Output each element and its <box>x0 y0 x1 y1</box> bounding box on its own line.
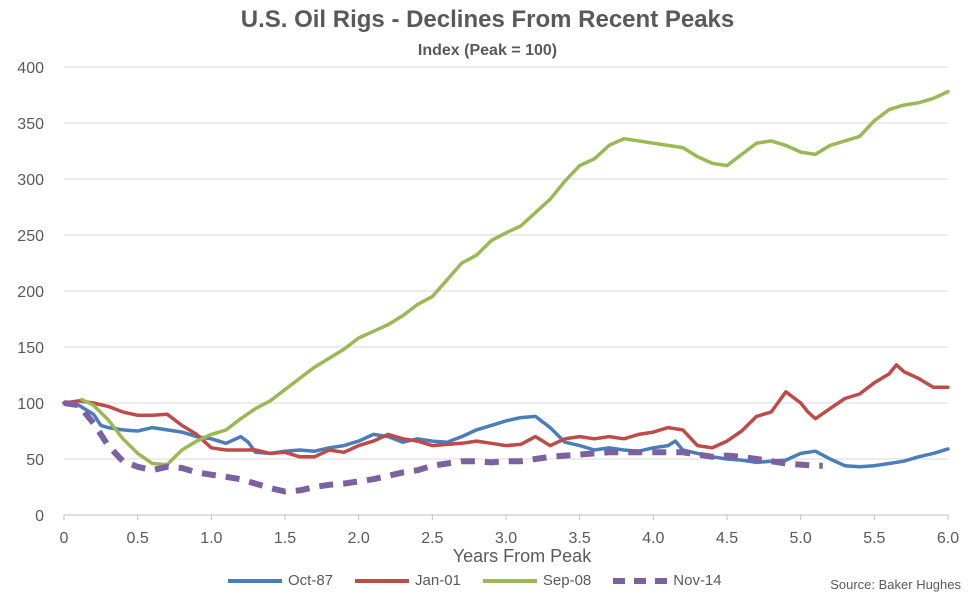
y-tick-label: 400 <box>17 60 44 77</box>
x-tick-label: 4.5 <box>716 530 738 547</box>
legend: Oct-87 Jan-01 Sep-08 Nov-14 <box>228 572 744 589</box>
y-tick-label: 350 <box>17 116 44 133</box>
legend-item-jan-01: Jan-01 <box>355 572 461 589</box>
x-tick-label: 0.5 <box>127 530 149 547</box>
series-line-sep-08 <box>79 89 950 467</box>
x-tick-label: 2.0 <box>348 530 370 547</box>
legend-label: Oct-87 <box>288 572 334 589</box>
series-line-jan-01 <box>62 363 950 459</box>
y-tick-label: 50 <box>26 452 44 469</box>
legend-item-oct-87: Oct-87 <box>228 572 333 589</box>
axes: 0 50 100 150 200 250 300 350 400 0 0.5 1.0 1.5 2.0 2.5… <box>17 60 959 547</box>
y-tick-label: 0 <box>35 508 44 525</box>
source-note: Source: Baker Hughes <box>830 577 961 592</box>
x-tick-label: 2.5 <box>421 530 443 547</box>
legend-swatch <box>355 578 410 583</box>
legend-item-nov-14: Nov-14 <box>613 572 722 589</box>
x-tick-label: 3.0 <box>495 530 517 547</box>
chart-subtitle: Index (Peak = 100) <box>417 42 558 59</box>
x-axis-label: Years From Peak <box>453 546 592 566</box>
x-tick-label: 3.5 <box>569 530 591 547</box>
legend-label: Jan-01 <box>415 572 461 589</box>
y-tick-label: 150 <box>17 340 44 357</box>
x-tick-label: 5.0 <box>790 530 812 547</box>
chart-title: U.S. Oil Rigs - Declines From Recent Pea… <box>240 6 735 33</box>
legend-swatch <box>228 578 282 583</box>
x-tick-label: 6.0 <box>937 530 959 547</box>
y-tick-label: 300 <box>17 172 44 189</box>
legend-swatch <box>613 577 668 584</box>
legend-item-sep-08: Sep-08 <box>482 572 592 589</box>
x-tick-label: 1.5 <box>274 530 296 547</box>
series-line-nov-14 <box>63 400 823 495</box>
y-tick-label: 200 <box>17 284 44 301</box>
legend-swatch <box>482 578 537 583</box>
y-tick-label: 250 <box>17 228 44 245</box>
legend-label: Nov-14 <box>673 572 722 589</box>
y-tick-label: 100 <box>17 396 44 413</box>
x-tick-label: 5.5 <box>863 530 885 547</box>
series-lines <box>62 89 950 495</box>
x-tick-label: 4.0 <box>642 530 664 547</box>
gridlines <box>64 66 948 460</box>
x-tick-label: 1.0 <box>200 530 222 547</box>
legend-label: Sep-08 <box>542 572 592 589</box>
x-tick-label: 0 <box>60 530 69 547</box>
